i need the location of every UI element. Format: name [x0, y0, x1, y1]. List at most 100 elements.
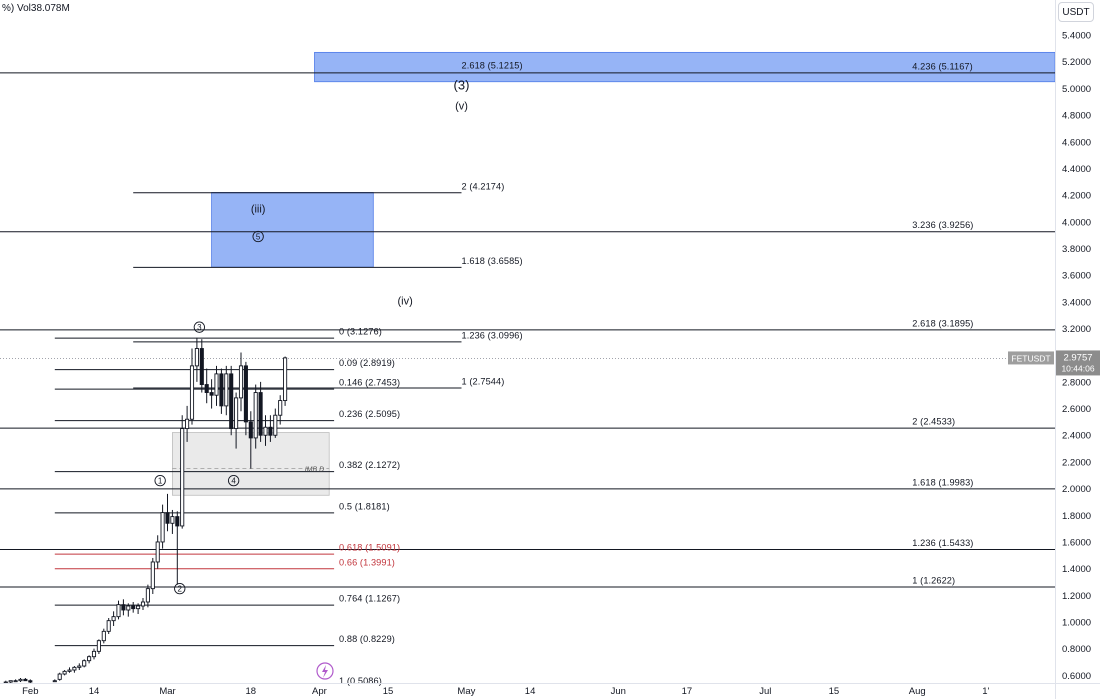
symbol-tag	[1008, 351, 1054, 365]
price-tick-label: 3.2000	[1062, 324, 1091, 335]
candle-down	[219, 373, 224, 407]
candle-down	[258, 392, 263, 436]
candle-up	[189, 365, 195, 420]
currency-selector[interactable]: USDT	[1058, 2, 1094, 22]
candle-down	[209, 392, 214, 396]
wave-label: (iii)	[251, 203, 266, 215]
time-tick-label: May	[457, 686, 475, 697]
price-tick-label: 4.4000	[1062, 164, 1091, 175]
time-tick-label: Feb	[22, 686, 38, 697]
candle-up	[13, 680, 18, 683]
time-tick-label: 14	[525, 686, 536, 697]
candle-up	[238, 365, 244, 399]
wave-label: (3)	[454, 78, 470, 93]
candle-up	[185, 418, 190, 430]
price-tick-label: 5.0000	[1062, 84, 1091, 95]
time-tick-label: 15	[383, 686, 394, 697]
wave-number: 3	[197, 323, 202, 332]
candle-up	[52, 680, 57, 683]
price-tick-label: 1.6000	[1062, 537, 1091, 548]
candle-up	[18, 678, 23, 682]
price-axis: 5.4000 5.2000 5.0000 4.8000 4.6000 4.4000 4.20…	[1008, 0, 1100, 699]
wave-number: 2	[178, 585, 183, 594]
fib-level-label: 1.618 (1.9983)	[912, 477, 973, 487]
candle-down	[175, 516, 180, 527]
price-tick-label: 1.2000	[1062, 591, 1091, 602]
candle-down	[229, 373, 234, 430]
candle-down	[121, 604, 126, 611]
price-tick-label: 0.6000	[1062, 671, 1091, 682]
price-tick-label: 4.6000	[1062, 137, 1091, 148]
candle-up	[116, 604, 121, 618]
fib-level-label: 0.236 (2.5095)	[339, 409, 400, 419]
time-tick-label: Mar	[159, 686, 175, 697]
candle-up	[145, 588, 150, 603]
zones-layer	[171, 51, 1056, 496]
fib-level-label: 0.5 (1.8181)	[339, 501, 390, 511]
wave-labels-layer: (3) (v) (iii) (iv) 5 3 1 4 2	[154, 78, 470, 595]
price-tick-label: 1.0000	[1062, 618, 1091, 629]
price-tick-label: 4.0000	[1062, 217, 1091, 228]
candle-up	[126, 605, 131, 611]
price-tick-label: 1.4000	[1062, 564, 1091, 575]
fib-levels-layer	[0, 72, 1055, 647]
fib-level-label: 2.618 (3.1895)	[912, 318, 973, 328]
wave-circle	[252, 230, 264, 243]
price-tick-label: 0.8000	[1062, 644, 1091, 655]
wave-number: 4	[231, 477, 236, 486]
candle-up	[8, 680, 13, 683]
fib-level-label: 3.236 (3.9256)	[912, 220, 973, 230]
candle-up	[77, 665, 82, 668]
time-tick-label: 18	[246, 686, 257, 697]
price-tick-label: 2.0000	[1062, 484, 1091, 495]
wave-circle	[193, 321, 206, 333]
price-tick-label: 4.2000	[1062, 191, 1091, 202]
candle-up	[170, 516, 175, 524]
price-tick-label: 2.6000	[1062, 404, 1091, 415]
candle-up	[214, 373, 219, 396]
symbol-tag-text: FETUSDT	[1011, 353, 1050, 363]
candles-layer	[3, 337, 288, 684]
candle-down	[131, 605, 136, 610]
fib-level-label: 1 (0.5086)	[339, 676, 382, 686]
time-tick-label: Jun	[611, 686, 626, 697]
candle-down	[268, 426, 273, 436]
price-tick-label: 3.8000	[1062, 244, 1091, 255]
price-tick-label: 5.4000	[1062, 31, 1091, 42]
candle-up	[82, 660, 87, 667]
time-tick-label: 15	[829, 686, 840, 697]
price-tick-label: 3.6000	[1062, 271, 1091, 282]
candle-up	[150, 561, 155, 590]
time-tick-label: 1'	[982, 686, 989, 697]
candle-up	[91, 650, 97, 658]
fib-level-label: 1.618 (3.6585)	[462, 256, 523, 266]
candle-up	[57, 673, 62, 680]
fib-level-label: 0.146 (2.7453)	[339, 378, 400, 388]
price-tick-label: 2.4000	[1062, 431, 1091, 442]
time-tick-label: 14	[89, 686, 100, 697]
wave-label: (v)	[455, 101, 468, 113]
candle-up	[72, 666, 77, 671]
fib-level-label: 0 (3.1276)	[339, 327, 382, 337]
time-axis: Feb 14 Mar 18 Apr 15 May 14 Jun 17 Jul 15 Aug 1'	[0, 683, 1100, 697]
candle-down	[23, 678, 28, 682]
candle-up	[3, 681, 8, 684]
candle-up	[140, 601, 146, 607]
candle-up	[87, 656, 92, 662]
fib-level-label: 2 (2.4533)	[912, 417, 955, 427]
fib-level-label: 1.236 (3.0996)	[462, 330, 523, 340]
candle-up	[253, 392, 258, 439]
candle-up	[263, 426, 268, 436]
fib-level-label: 1 (2.7544)	[462, 376, 505, 386]
candle-down	[243, 365, 248, 423]
candle-up	[180, 428, 185, 527]
candle-up	[96, 640, 101, 652]
wave-label: (iv)	[398, 296, 413, 308]
price-tick-label: 2.8000	[1062, 377, 1091, 388]
candle-up	[106, 620, 111, 632]
wave-number: 1	[158, 477, 163, 486]
extras-layer	[316, 662, 334, 680]
fib-level-label: 0.88 (0.8229)	[339, 634, 395, 644]
fib-level-label: 0.618 (1.5091)	[339, 543, 400, 553]
